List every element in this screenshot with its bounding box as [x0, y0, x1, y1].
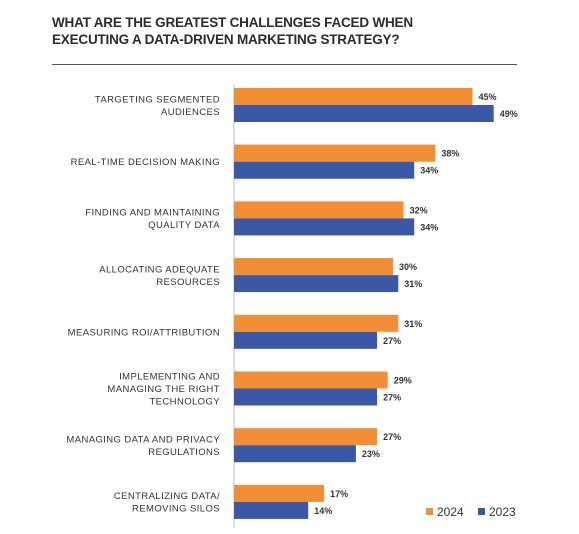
category-label: MANAGING THE RIGHT — [107, 384, 220, 395]
bar-2024 — [234, 371, 388, 389]
bar-2023 — [234, 388, 378, 406]
category-label: CENTRALIZING DATA/ — [114, 491, 220, 502]
bar-2023 — [234, 218, 415, 236]
bar-2024 — [234, 258, 393, 276]
category-label: REGULATIONS — [148, 447, 220, 458]
legend-swatch-2024 — [426, 508, 433, 515]
data-label-2023: 34% — [420, 222, 438, 232]
data-label-2024: 17% — [330, 489, 348, 499]
data-label-2024: 38% — [441, 149, 459, 159]
data-label-2024: 27% — [383, 432, 401, 442]
data-label-2023: 31% — [404, 279, 422, 289]
data-label-2024: 31% — [404, 319, 422, 329]
data-label-2023: 34% — [420, 166, 438, 176]
bar-2023 — [234, 331, 378, 349]
legend-label-2023: 2023 — [489, 505, 516, 519]
bar-2024 — [234, 201, 404, 219]
bar-2024 — [234, 484, 325, 502]
data-label-2024: 29% — [394, 376, 412, 386]
title-divider — [52, 64, 517, 65]
data-label-2023: 27% — [383, 336, 401, 346]
category-label: TARGETING SEGMENTED — [95, 94, 220, 105]
data-label-2023: 14% — [314, 506, 332, 516]
data-label-2024: 45% — [479, 92, 497, 102]
category-label: ALLOCATING ADEQUATE — [99, 264, 220, 275]
bar-2024 — [234, 88, 473, 105]
chart-title-line-1: WHAT ARE THE GREATEST CHALLENGES FACED W… — [52, 15, 413, 30]
category-label: AUDIENCES — [161, 107, 220, 118]
bar-2023 — [234, 275, 399, 293]
category-label: REAL-TIME DECISION MAKING — [71, 157, 220, 168]
chart-title: WHAT ARE THE GREATEST CHALLENGES FACED W… — [52, 14, 532, 48]
bar-2024 — [234, 314, 399, 332]
bar-2023 — [234, 161, 415, 179]
data-label-2024: 30% — [399, 262, 417, 272]
category-label: MEASURING ROI/ATTRIBUTION — [68, 327, 220, 338]
bar-2023 — [234, 445, 356, 463]
category-label: RESOURCES — [156, 277, 220, 288]
data-label-2024: 32% — [410, 205, 428, 215]
legend-swatch-2023 — [478, 508, 485, 515]
bar-2024 — [234, 428, 378, 446]
category-label: REMOVING SILOS — [132, 504, 220, 515]
chart-title-line-2: EXECUTING A DATA-DRIVEN MARKETING STRATE… — [52, 32, 400, 47]
category-label: FINDING AND MAINTAINING — [85, 208, 220, 219]
bar-2023 — [234, 105, 494, 122]
bar-2024 — [234, 144, 436, 162]
data-label-2023: 27% — [383, 393, 401, 403]
legend-label-2024: 2024 — [437, 505, 464, 519]
category-label: MANAGING DATA AND PRIVACY — [66, 434, 220, 445]
category-label: QUALITY DATA — [148, 220, 220, 231]
category-label: TECHNOLOGY — [149, 397, 220, 408]
data-label-2023: 23% — [362, 449, 380, 459]
bar-2023 — [234, 501, 309, 519]
category-label: IMPLEMENTING AND — [119, 372, 220, 383]
data-label-2023: 49% — [500, 109, 518, 119]
